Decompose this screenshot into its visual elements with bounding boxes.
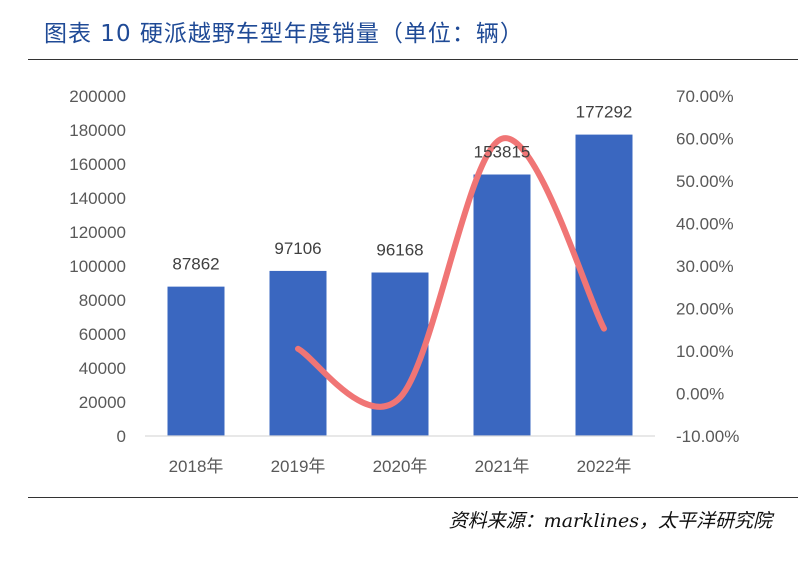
x-axis: 2018年 2019年 2020年 2021年 2022年 bbox=[145, 435, 655, 476]
bar bbox=[167, 286, 225, 436]
left-tick-label: 80000 bbox=[79, 291, 126, 310]
category-label: 2019年 bbox=[271, 457, 326, 476]
bottom-divider bbox=[28, 497, 798, 498]
right-tick-label: 30.00% bbox=[676, 257, 734, 276]
category-label: 2022年 bbox=[577, 457, 632, 476]
category-label: 2021年 bbox=[475, 457, 530, 476]
left-tick-label: 0 bbox=[117, 427, 126, 446]
right-tick-label: 70.00% bbox=[676, 87, 734, 106]
left-tick-label: 60000 bbox=[79, 325, 126, 344]
bar-series bbox=[167, 134, 633, 436]
growth-line-series bbox=[295, 135, 607, 410]
left-y-axis: 0 20000 40000 60000 80000 100000 120000 140000 1… bbox=[69, 87, 126, 446]
data-labels: 87862 97106 96168 153815 177292 bbox=[172, 103, 632, 274]
bar-value-label: 153815 bbox=[474, 143, 531, 162]
right-tick-label: 60.00% bbox=[676, 130, 734, 149]
right-tick-label: 0.00% bbox=[676, 385, 724, 404]
left-tick-label: 140000 bbox=[69, 189, 126, 208]
bar bbox=[269, 270, 327, 436]
figure-title: 图表 10 硬派越野车型年度销量（单位：辆） bbox=[44, 21, 524, 47]
growth-line bbox=[295, 135, 607, 410]
right-tick-label: 10.00% bbox=[676, 342, 734, 361]
category-label: 2020年 bbox=[373, 457, 428, 476]
right-tick-label: -10.00% bbox=[676, 427, 739, 446]
right-tick-label: 20.00% bbox=[676, 300, 734, 319]
left-tick-label: 200000 bbox=[69, 87, 126, 106]
right-y-axis: -10.00% 0.00% 10.00% 20.00% 30.00% 40.00% 50.0… bbox=[676, 87, 739, 446]
category-label: 2018年 bbox=[169, 457, 224, 476]
bar bbox=[473, 174, 531, 436]
bar-value-label: 87862 bbox=[172, 255, 219, 274]
right-tick-label: 40.00% bbox=[676, 215, 734, 234]
bar-value-label: 177292 bbox=[576, 103, 633, 122]
left-tick-label: 120000 bbox=[69, 223, 126, 242]
top-divider bbox=[28, 59, 798, 60]
left-tick-label: 20000 bbox=[79, 393, 126, 412]
left-tick-label: 180000 bbox=[69, 121, 126, 140]
left-tick-label: 160000 bbox=[69, 155, 126, 174]
right-tick-label: 50.00% bbox=[676, 172, 734, 191]
bar-value-label: 97106 bbox=[274, 239, 321, 258]
source-note: 资料来源：marklines，太平洋研究院 bbox=[448, 510, 772, 532]
left-tick-label: 100000 bbox=[69, 257, 126, 276]
left-tick-label: 40000 bbox=[79, 359, 126, 378]
bar-value-label: 96168 bbox=[376, 241, 423, 260]
